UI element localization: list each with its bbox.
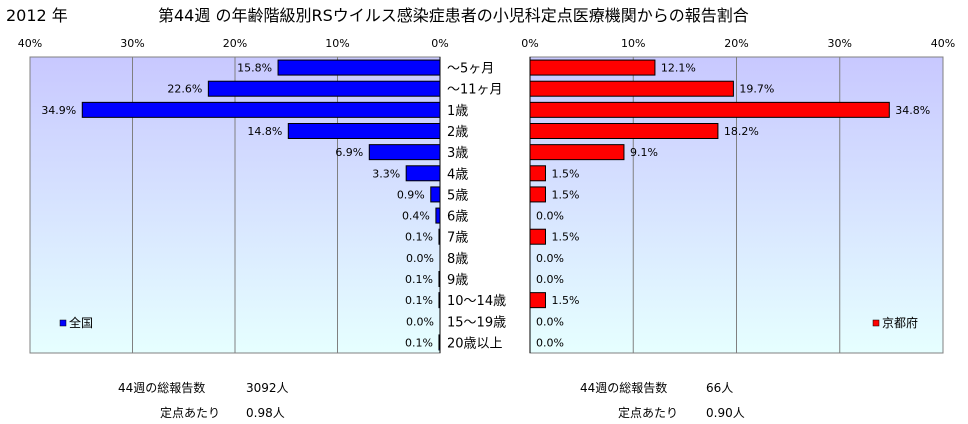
kyoto-bar: [529, 228, 546, 245]
national-bar: [438, 228, 441, 245]
kyoto-data-label: 18.2%: [724, 125, 759, 138]
national-data-label: 3.3%: [372, 167, 400, 180]
category-label: ～11ヶ月: [447, 83, 503, 98]
national-legend-swatch: [59, 319, 67, 327]
national-data-label: 6.9%: [335, 146, 363, 159]
category-label: 20歳以上: [447, 336, 503, 351]
category-label: ～5ヶ月: [447, 62, 494, 77]
national-bar: [438, 292, 441, 309]
national-data-label: 0.1%: [405, 273, 433, 286]
kyoto-data-label: 1.5%: [551, 231, 579, 244]
kyoto-data-label: 12.1%: [661, 62, 696, 75]
national-per-site-label: 定点あたり: [160, 406, 221, 420]
category-label: 4歳: [447, 167, 468, 182]
national-legend-label: 全国: [69, 315, 93, 330]
kyoto-data-label: 19.7%: [739, 83, 774, 96]
kyoto-data-label: 1.5%: [551, 167, 579, 180]
kyoto-total-label: 44週の総報告数: [580, 381, 668, 395]
kyoto-per-site-value: 0.90人: [706, 406, 745, 420]
kyoto-tick-label: 40%: [931, 37, 955, 50]
kyoto-per-site-label: 定点あたり: [618, 406, 679, 420]
category-label: 15～19歳: [447, 315, 506, 330]
year-label: 2012 年: [6, 6, 68, 25]
kyoto-data-label: 0.0%: [536, 315, 564, 328]
kyoto-legend-swatch: [872, 319, 880, 327]
national-bar: [438, 271, 441, 287]
kyoto-bar: [529, 123, 719, 139]
national-tick-label: 30%: [120, 37, 144, 50]
kyoto-legend-label: 京都府: [882, 315, 918, 330]
national-data-label: 0.4%: [402, 210, 430, 223]
national-total-value: 3092人: [246, 381, 289, 395]
category-label: 6歳: [447, 210, 468, 225]
kyoto-bar: [529, 101, 890, 118]
national-data-label: 14.8%: [247, 125, 282, 138]
national-data-label: 15.8%: [237, 62, 272, 75]
kyoto-tick-label: 20%: [724, 37, 748, 50]
national-data-label: 0.9%: [397, 188, 425, 201]
national-data-label: 0.1%: [405, 336, 433, 349]
category-label: 5歳: [447, 188, 468, 203]
category-label: 10～14歳: [447, 294, 506, 309]
kyoto-data-label: 34.8%: [895, 104, 930, 117]
national-bar: [287, 123, 441, 139]
kyoto-data-label: 0.0%: [536, 273, 564, 286]
national-bar: [81, 101, 441, 118]
national-bar: [277, 59, 441, 76]
kyoto-bar: [529, 144, 625, 161]
national-bar: [368, 144, 441, 161]
category-label: 7歳: [447, 231, 468, 246]
kyoto-tick-label: 30%: [828, 37, 852, 50]
national-tick-label: 40%: [18, 37, 42, 50]
national-data-label: 34.9%: [41, 104, 76, 117]
category-label: 3歳: [447, 146, 468, 161]
kyoto-total-value: 66人: [706, 381, 734, 395]
kyoto-data-label: 0.0%: [536, 210, 564, 223]
national-tick-label: 10%: [325, 37, 349, 50]
national-panel: [29, 56, 441, 354]
kyoto-bar: [529, 165, 546, 182]
national-data-label: 0.1%: [405, 231, 433, 244]
kyoto-data-label: 1.5%: [551, 294, 579, 307]
kyoto-bar: [529, 292, 546, 309]
national-per-site-value: 0.98人: [246, 406, 285, 420]
kyoto-tick-label: 10%: [621, 37, 645, 50]
kyoto-bar: [529, 186, 546, 203]
category-label: 8歳: [447, 252, 468, 267]
kyoto-tick-label: 0%: [521, 37, 538, 50]
kyoto-panel: [529, 56, 944, 354]
national-tick-label: 20%: [223, 37, 247, 50]
national-total-label: 44週の総報告数: [118, 381, 206, 395]
national-data-label: 22.6%: [167, 83, 202, 96]
kyoto-data-label: 1.5%: [551, 188, 579, 201]
kyoto-bar: [529, 80, 734, 97]
category-label: 2歳: [447, 125, 468, 140]
kyoto-data-label: 0.0%: [536, 336, 564, 349]
national-bar: [207, 80, 441, 97]
national-bar: [430, 186, 441, 203]
kyoto-data-label: 0.0%: [536, 252, 564, 265]
kyoto-data-label: 9.1%: [630, 146, 658, 159]
category-label: 1歳: [447, 104, 468, 119]
national-bar: [405, 165, 441, 182]
national-data-label: 0.1%: [405, 294, 433, 307]
national-data-label: 0.0%: [406, 315, 434, 328]
national-data-label: 0.0%: [406, 252, 434, 265]
chart-title: 第44週 の年齢階級別RSウイルス感染症患者の小児科定点医療機関からの報告割合: [158, 6, 749, 25]
national-bar: [435, 207, 441, 224]
category-label: 9歳: [447, 273, 468, 288]
national-tick-label: 0%: [431, 37, 448, 50]
national-bar: [438, 334, 441, 351]
kyoto-bar: [529, 59, 656, 76]
